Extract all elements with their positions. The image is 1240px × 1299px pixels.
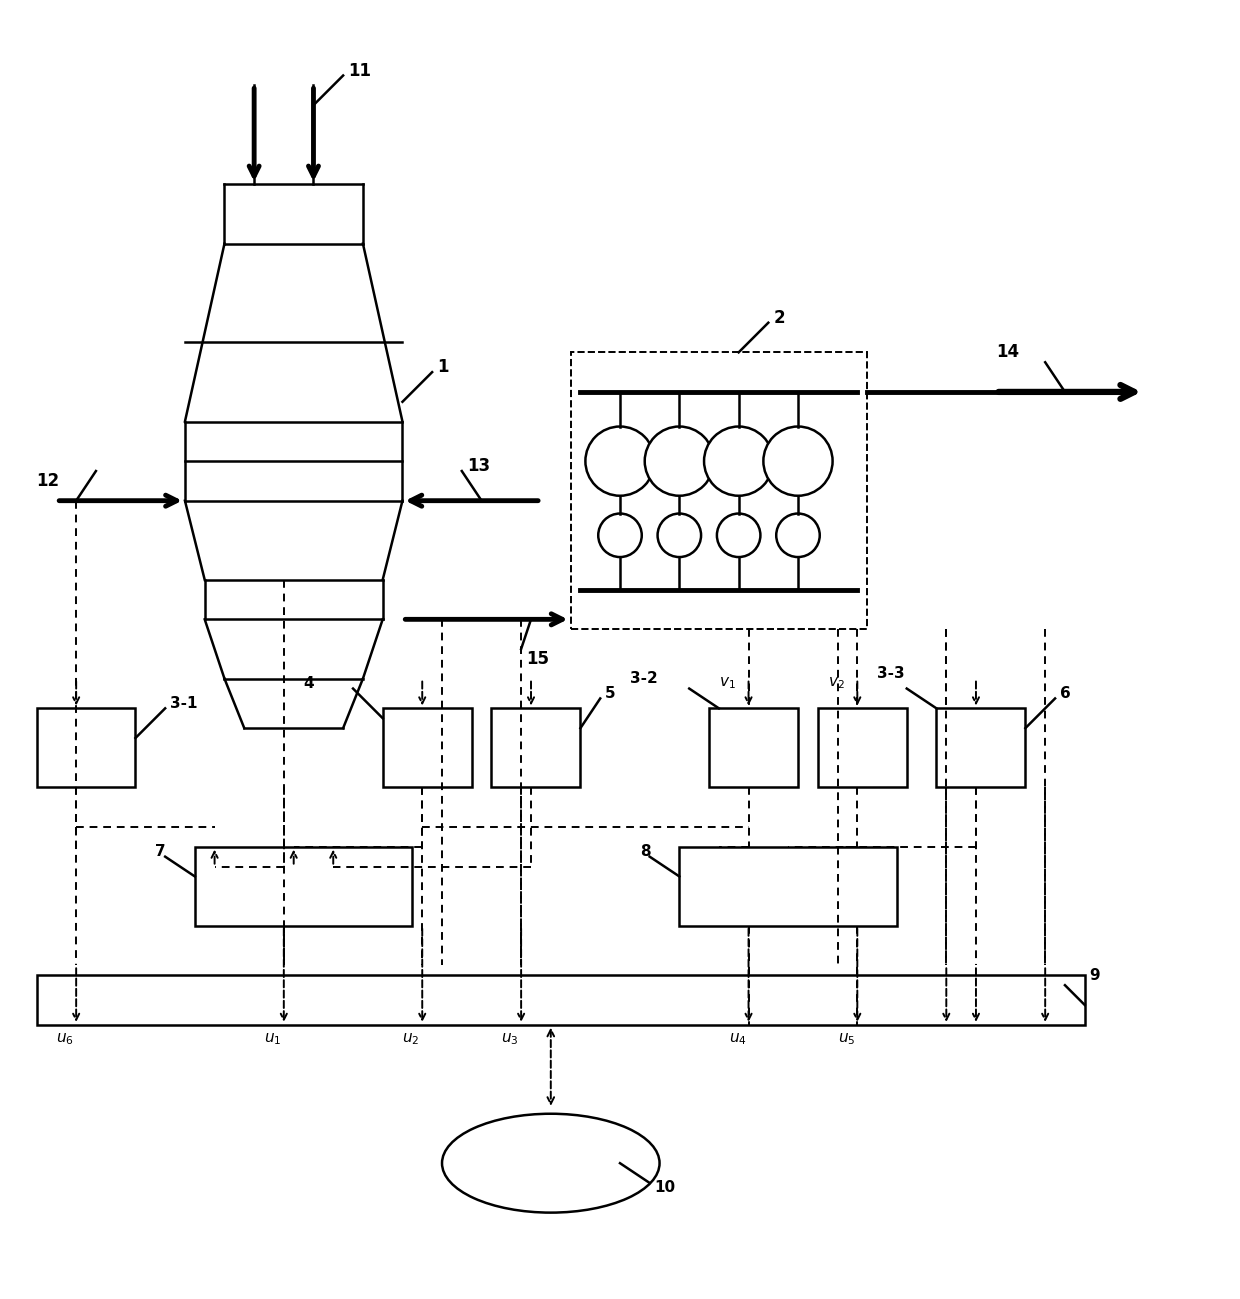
Text: 6: 6 bbox=[1060, 686, 1071, 701]
Text: 2: 2 bbox=[774, 309, 785, 327]
Circle shape bbox=[704, 426, 774, 496]
Bar bbox=[709, 708, 799, 787]
Text: $v_2$: $v_2$ bbox=[827, 675, 844, 691]
Text: $u_5$: $u_5$ bbox=[837, 1031, 854, 1047]
Text: $u_2$: $u_2$ bbox=[403, 1031, 420, 1047]
Text: 12: 12 bbox=[37, 472, 60, 490]
Circle shape bbox=[717, 513, 760, 557]
Ellipse shape bbox=[441, 1113, 660, 1213]
Text: 14: 14 bbox=[996, 343, 1019, 361]
Bar bbox=[195, 847, 413, 926]
Circle shape bbox=[585, 426, 655, 496]
Bar bbox=[680, 847, 897, 926]
Polygon shape bbox=[205, 620, 383, 678]
Circle shape bbox=[657, 513, 701, 557]
Text: 1: 1 bbox=[436, 359, 449, 377]
Text: 3-2: 3-2 bbox=[630, 672, 657, 686]
Text: 10: 10 bbox=[655, 1181, 676, 1195]
Bar bbox=[37, 708, 135, 787]
Text: 4: 4 bbox=[304, 675, 314, 691]
Text: 11: 11 bbox=[348, 61, 371, 79]
Text: $v_1$: $v_1$ bbox=[719, 675, 735, 691]
Circle shape bbox=[598, 513, 642, 557]
Polygon shape bbox=[185, 500, 403, 579]
Circle shape bbox=[645, 426, 714, 496]
Text: 3-3: 3-3 bbox=[877, 666, 905, 681]
Bar bbox=[936, 708, 1025, 787]
Text: $u_4$: $u_4$ bbox=[729, 1031, 746, 1047]
Circle shape bbox=[776, 513, 820, 557]
Text: 9: 9 bbox=[1090, 968, 1100, 983]
Text: $u_6$: $u_6$ bbox=[56, 1031, 74, 1047]
Text: 13: 13 bbox=[466, 457, 490, 475]
Text: 5: 5 bbox=[605, 686, 616, 701]
Text: 3-1: 3-1 bbox=[170, 696, 197, 711]
Circle shape bbox=[764, 426, 832, 496]
Bar bbox=[817, 708, 906, 787]
Bar bbox=[37, 976, 1085, 1025]
Polygon shape bbox=[224, 678, 363, 729]
Text: $u_3$: $u_3$ bbox=[501, 1031, 518, 1047]
Text: $u_1$: $u_1$ bbox=[264, 1031, 281, 1047]
Text: 7: 7 bbox=[155, 844, 166, 859]
Text: 15: 15 bbox=[526, 650, 549, 668]
Polygon shape bbox=[185, 244, 403, 422]
Bar bbox=[383, 708, 471, 787]
Bar bbox=[491, 708, 580, 787]
Bar bbox=[570, 352, 867, 629]
Text: 8: 8 bbox=[640, 844, 651, 859]
